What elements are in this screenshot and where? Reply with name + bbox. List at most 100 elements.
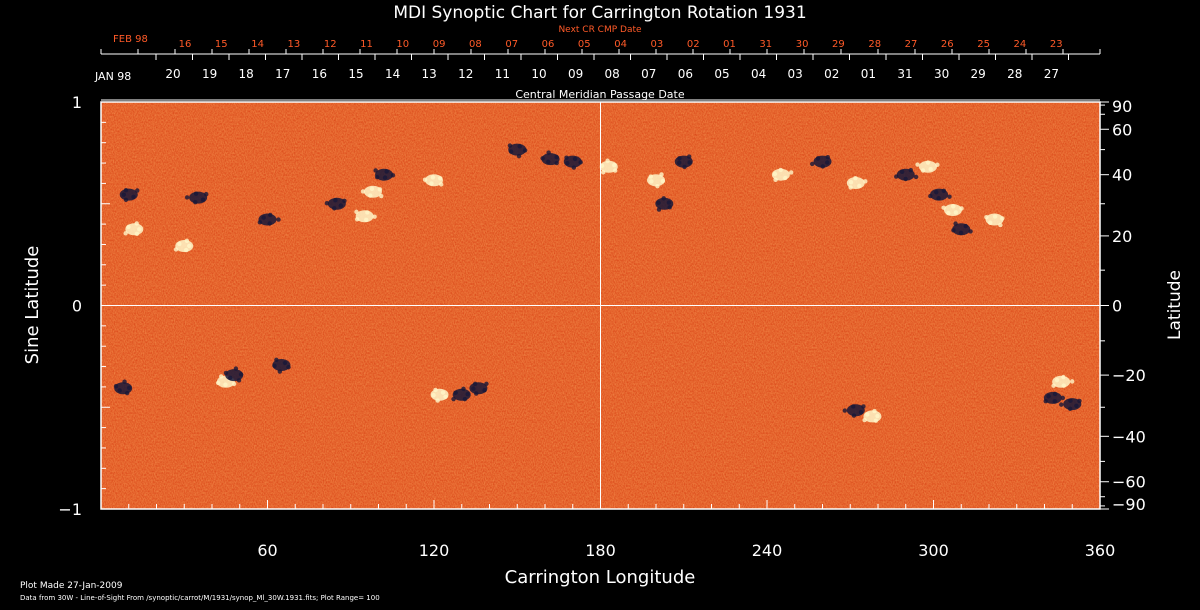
y-right-tick-label: −20	[1112, 366, 1146, 385]
region-speckle	[354, 217, 360, 222]
x-tick-label: 180	[585, 541, 616, 560]
region-speckle	[126, 224, 131, 230]
cmp-date: 02	[824, 67, 839, 81]
next-cr-date: 25	[977, 39, 990, 50]
region-speckle	[1052, 391, 1058, 397]
cmp-date: 12	[458, 67, 473, 81]
region-speckle	[438, 176, 443, 181]
region-speckle	[360, 189, 366, 194]
cmp-month: JAN 98	[94, 70, 131, 83]
region-speckle	[1069, 379, 1075, 384]
region-speckle	[123, 231, 128, 236]
next-cr-date: 29	[832, 39, 845, 50]
region-speckle	[135, 188, 140, 193]
region-speckle	[987, 220, 993, 225]
next-cr-date: 02	[687, 39, 700, 50]
region-speckle	[578, 160, 583, 165]
next-cr-date: 09	[433, 39, 446, 50]
region-speckle	[257, 220, 263, 225]
region-speckle	[659, 172, 664, 177]
next-cr-date: 30	[796, 39, 809, 50]
region-speckle	[656, 200, 661, 206]
x-tick-label: 240	[752, 541, 783, 560]
y-right-tick-label: 60	[1112, 120, 1132, 139]
region-speckle	[390, 173, 396, 178]
region-speckle	[126, 385, 132, 391]
cmp-date: 05	[714, 67, 729, 81]
region-speckle	[565, 160, 570, 166]
region-speckle	[863, 179, 868, 184]
region-speckle	[1061, 383, 1066, 388]
region-speckle	[913, 174, 919, 180]
region-speckle	[998, 222, 1003, 228]
region-speckle	[773, 177, 778, 182]
region-speckle	[992, 214, 998, 219]
region-speckle	[612, 168, 618, 173]
next-cr-date: 01	[723, 39, 736, 50]
region-speckle	[516, 153, 522, 159]
cmp-date: 11	[495, 67, 510, 81]
region-speckle	[875, 413, 880, 419]
region-speckle	[903, 176, 908, 182]
region-speckle	[554, 154, 559, 160]
region-speckle	[554, 160, 559, 166]
cmp-date: 19	[202, 67, 217, 81]
region-speckle	[958, 230, 964, 236]
region-speckle	[435, 398, 440, 403]
y-axis-right: 90 60 40 20 0 −20 −40 −60 −90	[1100, 97, 1146, 514]
region-speckle	[134, 231, 140, 237]
data-note: Data from 30W - Line-of-Sight From /syno…	[20, 594, 380, 602]
chart-title: MDI Synoptic Chart for Carrington Rotati…	[393, 3, 806, 23]
region-speckle	[369, 186, 375, 191]
region-speckle	[928, 167, 933, 172]
region-speckle	[223, 382, 228, 387]
region-speckle	[666, 200, 672, 205]
region-speckle	[934, 189, 939, 195]
region-speckle	[851, 413, 857, 418]
next-cr-axis: Next CR CMP Date FEB 98 16 15 14 13 12 11 10 09…	[100, 25, 1101, 55]
cmp-date: 17	[275, 67, 290, 81]
next-cr-date: 07	[505, 39, 518, 50]
region-speckle	[276, 217, 281, 222]
region-speckle	[177, 241, 182, 247]
region-speckle	[810, 161, 815, 167]
region-speckle	[373, 168, 378, 173]
region-speckle	[382, 175, 388, 180]
x-tick-label: 300	[918, 541, 949, 560]
region-speckle	[474, 391, 479, 396]
region-speckle	[872, 408, 877, 414]
region-speckle	[204, 191, 209, 197]
region-speckle	[431, 393, 436, 398]
region-speckle	[173, 247, 179, 252]
region-speckle	[1051, 383, 1056, 388]
region-speckle	[443, 394, 448, 400]
region-speckle	[365, 210, 370, 215]
region-speckle	[231, 381, 237, 387]
region-speckle	[123, 197, 129, 203]
next-cr-date: 12	[324, 39, 337, 50]
region-speckle	[332, 206, 337, 211]
region-speckle	[953, 210, 958, 215]
cmp-date: 31	[897, 67, 912, 81]
region-speckle	[858, 409, 864, 415]
region-speckle	[324, 201, 330, 206]
next-cr-date: 06	[542, 39, 555, 50]
grid-lines	[101, 102, 1100, 509]
region-speckle	[857, 183, 862, 189]
next-cr-month: FEB 98	[113, 34, 148, 45]
region-speckle	[605, 158, 610, 163]
region-speckle	[687, 160, 692, 165]
next-cr-date: 13	[288, 39, 301, 50]
next-cr-date: 16	[179, 39, 192, 50]
region-speckle	[462, 396, 468, 402]
region-speckle	[193, 191, 199, 196]
region-speckle	[338, 203, 344, 208]
region-speckle	[215, 380, 221, 386]
region-speckle	[517, 144, 522, 149]
region-speckle	[122, 379, 127, 384]
next-cr-date: 05	[578, 39, 591, 50]
region-speckle	[1061, 374, 1066, 380]
x-axis: 60 120 180 240 300 360	[128, 500, 1115, 560]
region-speckle	[134, 221, 139, 226]
cmp-date: 09	[568, 67, 583, 81]
